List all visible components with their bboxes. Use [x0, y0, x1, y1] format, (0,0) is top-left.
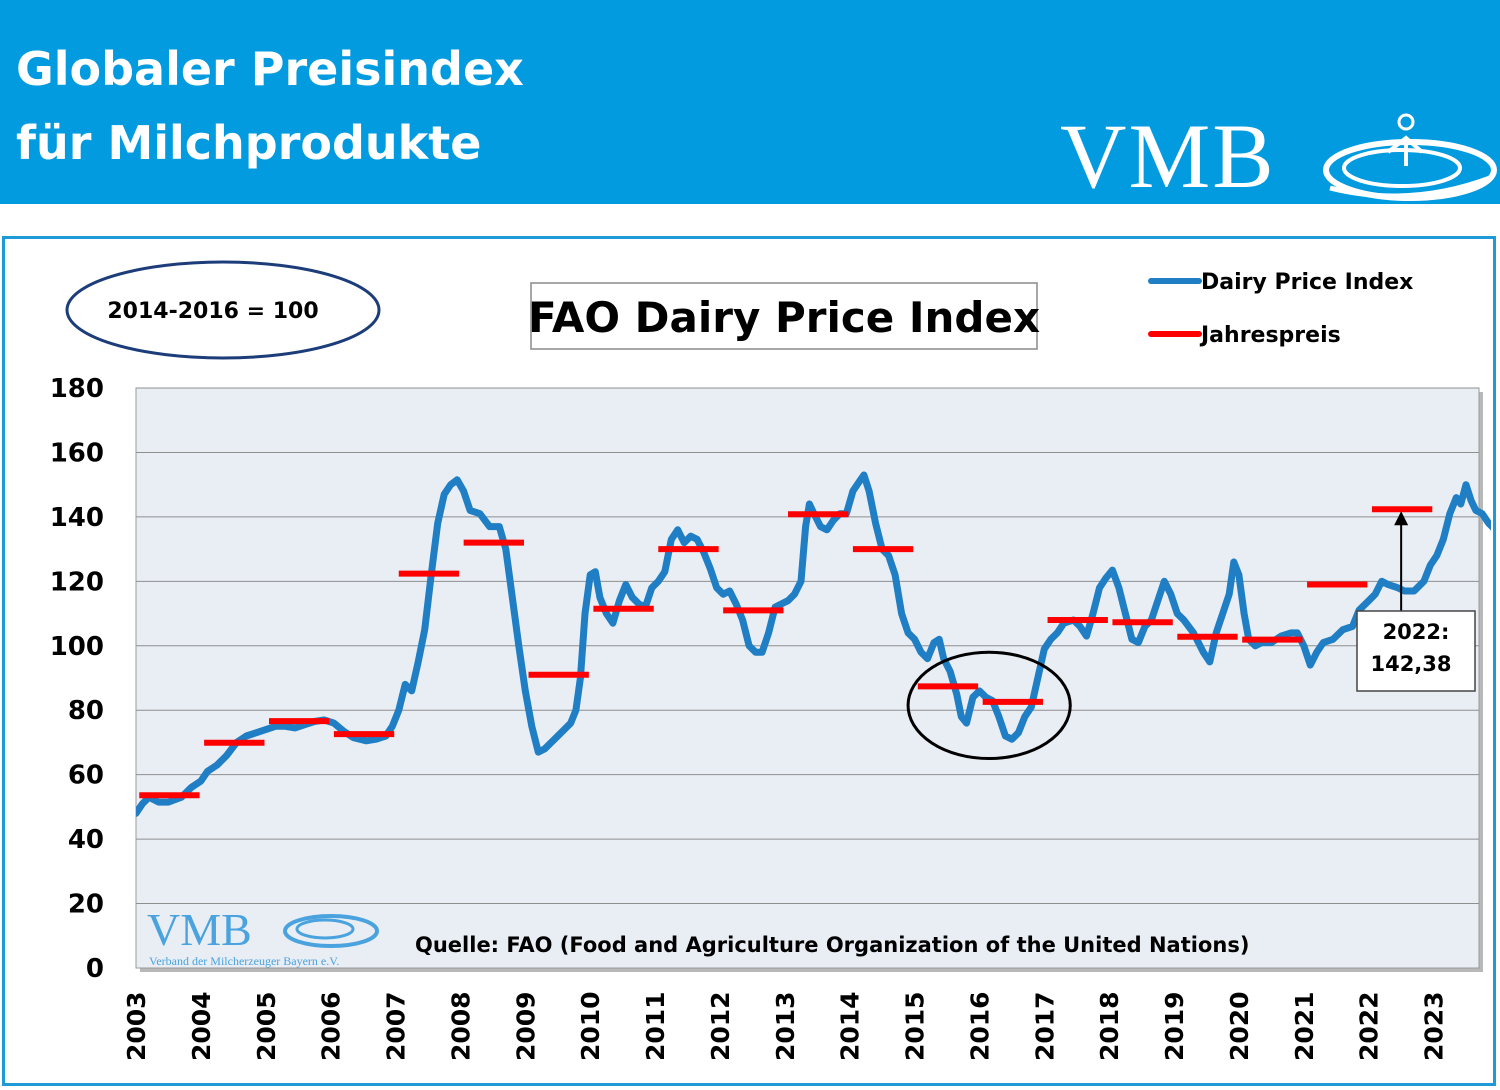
watermark-logo-text: VMB [147, 904, 252, 955]
annotation-label-value: 142,38 [1370, 652, 1451, 676]
y-tick-label: 180 [50, 374, 104, 404]
y-tick-label: 100 [50, 632, 104, 662]
x-tick-label: 2023 [1420, 991, 1449, 1061]
x-tick-label: 2006 [317, 991, 346, 1061]
vmb-logo-text: VMB [1060, 105, 1276, 207]
x-tick-label: 2011 [641, 991, 670, 1061]
page-title: Globaler Preisindex für Milchprodukte [16, 32, 524, 180]
chart-panel: 0 20 40 60 80 100 120 140 160 180 2003 2004 2005 2006… [2, 236, 1496, 1086]
watermark-logo: VMB Verband der Milcherzeuger Bayern e.V… [147, 904, 379, 968]
base-note-ellipse [65, 260, 381, 360]
x-tick-label: 2020 [1225, 991, 1254, 1061]
chart-svg: 0 20 40 60 80 100 120 140 160 180 2003 2004 2005 2006… [50, 260, 1491, 1061]
y-tick-label: 80 [68, 696, 104, 726]
x-tick-label: 2015 [901, 991, 930, 1061]
x-tick-label: 2009 [511, 991, 540, 1061]
legend: Dairy Price Index Jahrespreis [1148, 270, 1413, 348]
watermark-swirl-icon [283, 914, 379, 948]
y-tick-label: 0 [86, 954, 104, 984]
x-tick-label: 2021 [1290, 991, 1319, 1061]
x-tick-label: 2004 [187, 991, 216, 1061]
x-tick-label: 2003 [122, 991, 151, 1061]
header-banner: Globaler Preisindex für Milchprodukte VM… [0, 0, 1500, 204]
dairy-index-line [136, 471, 1491, 817]
x-tick-label: 2013 [771, 991, 800, 1061]
y-tick-label: 60 [68, 761, 104, 791]
y-tick-label: 120 [50, 567, 104, 597]
x-tick-label: 2014 [836, 991, 865, 1061]
x-tick-label: 2005 [252, 991, 281, 1061]
page-title-line-1: Globaler Preisindex [16, 42, 524, 96]
watermark-subtext: Verband der Milcherzeuger Bayern e.V. [149, 954, 339, 968]
annotation-label-year: 2022: [1383, 620, 1450, 644]
x-tick-label: 2007 [382, 991, 411, 1061]
source-note: Quelle: FAO (Food and Agriculture Organi… [415, 933, 1249, 957]
x-tick-label: 2016 [965, 991, 994, 1061]
y-tick-label: 40 [68, 825, 104, 855]
x-tick-label: 2018 [1095, 991, 1124, 1061]
highlight-ellipse [906, 650, 1072, 761]
x-tick-label: 2012 [706, 991, 735, 1061]
annotation-2022: 2022: 142,38 [1356, 511, 1476, 692]
x-tick-label: 2017 [1030, 991, 1059, 1061]
x-tick-label: 2010 [576, 991, 605, 1061]
y-tick-label: 160 [50, 438, 104, 468]
legend-label-dairy-index: Dairy Price Index [1201, 270, 1413, 295]
annotation-arrow-head [1394, 511, 1409, 526]
plot-area [135, 387, 1480, 969]
swirl-logo-icon [1323, 113, 1497, 201]
y-tick-label: 140 [50, 503, 104, 533]
chart-title: FAO Dairy Price Index [528, 293, 1040, 342]
legend-label-jahrespreis: Jahrespreis [1199, 323, 1341, 348]
annotation-box [1356, 610, 1476, 692]
vmb-logo: VMB [1060, 108, 1500, 204]
x-tick-label: 2008 [446, 991, 475, 1061]
x-tick-label: 2019 [1160, 991, 1189, 1061]
base-note-text: 2014-2016 = 100 [107, 299, 318, 324]
page-title-line-2: für Milchprodukte [16, 116, 482, 170]
y-tick-label: 20 [68, 890, 104, 920]
x-tick-label: 2022 [1355, 991, 1384, 1061]
chart-title-box [530, 282, 1038, 350]
